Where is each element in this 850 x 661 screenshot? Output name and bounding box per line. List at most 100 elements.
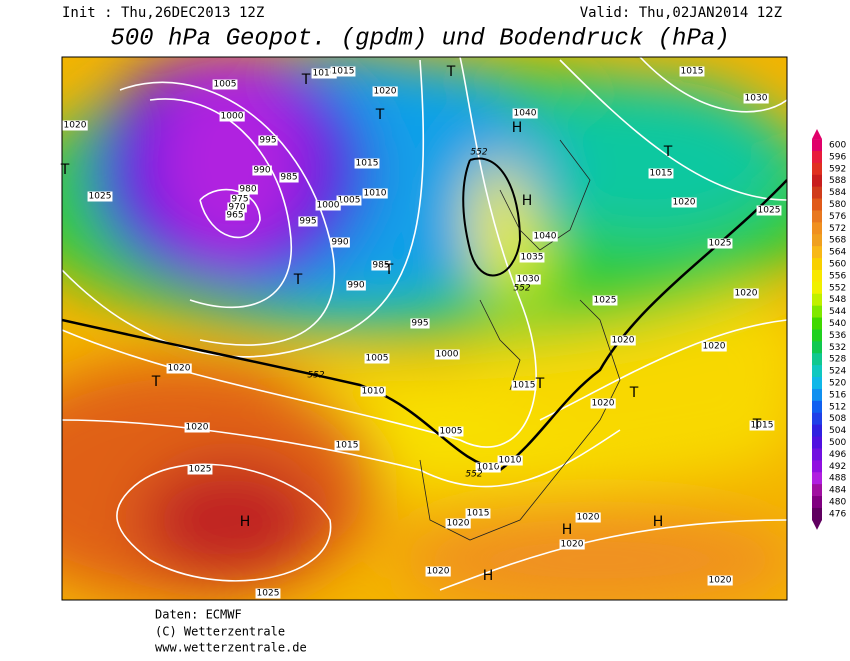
pressure-center: T [293, 272, 303, 288]
legend-label: 540 [829, 319, 846, 329]
isobar-label-box [410, 318, 430, 329]
isobar-label: 1020 [64, 121, 87, 131]
legend-swatch [812, 365, 822, 378]
isobar-label-box [749, 420, 775, 431]
isobar-label: 1020 [709, 576, 732, 586]
isobar-label: 1020 [447, 519, 470, 529]
legend-swatch [812, 341, 822, 354]
isobar-label: 990 [331, 238, 348, 248]
isobar-label-box [475, 462, 501, 473]
pressure-center: T [375, 107, 385, 123]
isobar-label: 1020 [735, 289, 758, 299]
legend-swatch [812, 222, 822, 235]
isobar-label: 1020 [374, 87, 397, 97]
isobar-label: 995 [411, 319, 428, 329]
isobar-label-box [438, 426, 464, 437]
legend-label: 556 [829, 271, 846, 281]
isobar-label-box [425, 566, 451, 577]
legend-swatch [812, 186, 822, 200]
isobar-label: 1020 [577, 513, 600, 523]
height-label: 552 [465, 470, 482, 480]
isobar-label-box [648, 168, 674, 179]
map [62, 57, 787, 600]
height-label: 552 [513, 284, 530, 294]
map-title: 500 hPa Geopot. (gpdm) und Bodendruck (h… [110, 25, 729, 52]
legend-label: 576 [829, 212, 846, 222]
isobar-label: 1020 [427, 567, 450, 577]
isobar-label-box [219, 111, 245, 122]
pressure-center: H [512, 120, 523, 136]
isobar-label: 1010 [499, 456, 522, 466]
legend-swatch [812, 329, 822, 342]
legend-swatch [812, 317, 822, 330]
isobar-label-box [445, 518, 471, 529]
isobar-label: 970 [228, 203, 245, 213]
legend-swatch [812, 210, 822, 223]
legend-label: 520 [829, 379, 846, 389]
legend-label: 504 [829, 426, 846, 436]
pressure-center: H [240, 514, 251, 530]
footer-line: (C) Wetterzentrale [155, 625, 285, 639]
legend-swatch [812, 162, 822, 176]
isobar-label-box [255, 588, 281, 599]
legend-swatch [812, 150, 822, 164]
isobar-label-box [330, 66, 356, 77]
isobar-label: 1005 [214, 80, 237, 90]
pressure-center: H [653, 514, 664, 530]
isobar-label: 1015 [681, 67, 704, 77]
isobar-label: 1020 [673, 198, 696, 208]
isobar-label-box [166, 363, 192, 374]
isobar-label-box [184, 422, 210, 433]
isobar-label: 1010 [362, 387, 385, 397]
isobar-label: 1020 [592, 399, 615, 409]
isobar-label-box [707, 238, 733, 249]
isobar-label-box [187, 464, 213, 475]
isobar-label-box [497, 455, 523, 466]
footer-line: www.wetterzentrale.de [155, 641, 307, 655]
isobar-label: 1015 [332, 67, 355, 77]
isobar-label-box [336, 195, 362, 206]
isobar-label: 1015 [513, 381, 536, 391]
isobar-label: 1030 [745, 94, 768, 104]
isobar-label: 995 [299, 217, 316, 227]
valid-time: Valid: Thu,02JAN2014 12Z [580, 5, 782, 21]
pressure-center: T [535, 376, 545, 392]
isobar-label: 1020 [168, 364, 191, 374]
isobar-label-box [671, 197, 697, 208]
legend-label: 544 [829, 307, 846, 317]
pressure-center: H [483, 568, 494, 584]
legend-swatch [812, 496, 822, 509]
isobar-label-box [512, 108, 538, 119]
legend-swatch [812, 269, 822, 283]
isobar-label: 1040 [534, 232, 557, 242]
legend-swatch [812, 507, 822, 521]
legend-label: 476 [829, 509, 846, 519]
isobar-label-box [311, 68, 337, 79]
legend-swatch [812, 412, 822, 426]
legend-label: 496 [829, 450, 846, 460]
legend-label: 572 [829, 224, 846, 234]
pressure-center: H [522, 193, 533, 209]
legend-label: 516 [829, 390, 846, 400]
isobar-label-box [532, 231, 558, 242]
isobar-label-box [227, 202, 247, 213]
legend-label: 600 [829, 141, 846, 151]
isobar-label: 1000 [221, 112, 244, 122]
pressure-center: H [562, 522, 573, 538]
legend-label: 584 [829, 188, 846, 198]
legend-label: 536 [829, 331, 846, 341]
pressure-center: T [384, 262, 394, 278]
isobar-label-box [743, 93, 769, 104]
isobar-label-box [701, 341, 727, 352]
legend-cap [812, 519, 822, 530]
legend-label: 548 [829, 295, 846, 305]
legend-swatch [812, 388, 822, 402]
isobar-label: 1020 [612, 336, 635, 346]
legend-swatch [812, 293, 822, 307]
pressure-center: T [60, 162, 70, 178]
isobar-label: 975 [231, 195, 248, 205]
isobar-label-box [62, 120, 88, 131]
isobar-label-box [258, 135, 278, 146]
isobar-label-box [590, 398, 616, 409]
isobar-label: 1030 [517, 275, 540, 285]
